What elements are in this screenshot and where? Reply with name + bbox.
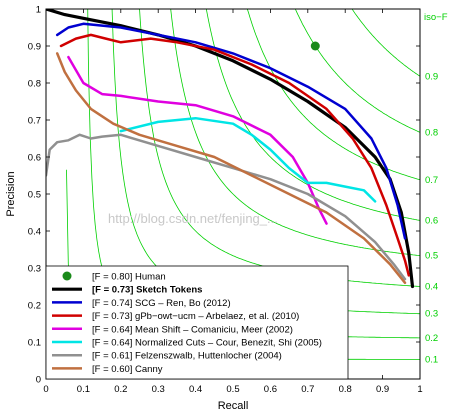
x-axis-label: Recall <box>218 400 249 412</box>
x-tick-label: 0.6 <box>264 384 277 395</box>
y-axis-label: Precision <box>5 171 17 216</box>
series-line <box>55 52 407 285</box>
y-tick-label: 0 <box>36 375 41 386</box>
iso-f-tick-label: 0.5 <box>425 251 438 262</box>
legend-human-label: [F = 0.80] Human <box>92 272 166 283</box>
series-line <box>55 22 407 240</box>
y-tick-label: 0.4 <box>28 227 41 238</box>
iso-f-title: iso−F <box>424 12 448 23</box>
x-tick-label: 0.1 <box>77 384 90 395</box>
watermark: http://blog.csdn.net/fenjing_... <box>108 211 278 226</box>
y-tick-label: 0.2 <box>28 301 41 312</box>
x-tick-label: 0.8 <box>339 384 352 395</box>
x-tick-label: 0.5 <box>226 384 239 395</box>
x-tick-label: 0.7 <box>301 384 314 395</box>
legend-box <box>45 265 349 380</box>
legend-label: [F = 0.64] Normalized Cuts – Cour, Benez… <box>92 338 322 349</box>
legend-human-marker <box>62 271 72 281</box>
series-line <box>119 116 377 203</box>
iso-f-tick-label: 0.9 <box>425 71 438 82</box>
x-tick-label: 0 <box>43 384 48 395</box>
y-tick-label: 0.7 <box>28 116 41 127</box>
y-tick-label: 0.5 <box>28 190 41 201</box>
human-point-layer <box>310 41 320 51</box>
y-tick-label: 1 <box>36 5 41 16</box>
iso-f-tick-label: 0.2 <box>425 333 438 344</box>
iso-f-tick-label: 0.7 <box>425 175 438 186</box>
iso-f-tick-label: 0.6 <box>425 215 438 226</box>
iso-f-tick-label: 0.8 <box>425 127 438 138</box>
series-lines <box>46 9 415 289</box>
legend-label: [F = 0.64] Mean Shift – Comaniciu, Meer … <box>92 324 293 335</box>
series-line <box>46 133 407 281</box>
y-tick-label: 0.3 <box>28 264 41 275</box>
legend-label: [F = 0.74] SCG – Ren, Bo (2012) <box>92 298 231 309</box>
y-tick-label: 0.1 <box>28 338 41 349</box>
iso-f-tick-labels: 0.1 0.2 0.3 0.4 0.5 0.6 0.7 0.8 0.9 <box>425 71 438 365</box>
legend: [F = 0.80] Human [F = 0.73] Sketch Tokens… <box>45 265 349 380</box>
x-tick-label: 0.2 <box>114 384 127 395</box>
legend-label: [F = 0.73] gPb−owt−ucm – Arbelaez, et al… <box>92 311 299 322</box>
iso-f-curve <box>294 9 420 133</box>
y-tick-label: 0.9 <box>28 42 41 53</box>
x-tick-label: 1 <box>417 384 422 395</box>
series-line <box>59 33 411 277</box>
legend-label: [F = 0.61] Felzenszwalb, Huttenlocher (2… <box>92 351 282 362</box>
x-tick-label: 0.9 <box>376 384 389 395</box>
human-point <box>310 41 320 51</box>
iso-f-curve <box>205 9 420 221</box>
y-tick-label: 0.8 <box>28 79 41 90</box>
iso-f-tick-label: 0.4 <box>425 282 438 293</box>
x-tick-label: 0.3 <box>152 384 165 395</box>
x-tick-label: 0.4 <box>189 384 202 395</box>
legend-label: [F = 0.73] Sketch Tokens <box>92 285 202 296</box>
iso-f-tick-label: 0.3 <box>425 309 438 320</box>
legend-label: [F = 0.60] Canny <box>92 364 163 375</box>
y-tick-label: 0.6 <box>28 153 41 164</box>
iso-f-curve <box>351 9 420 77</box>
series-line <box>67 55 328 225</box>
iso-f-tick-label: 0.1 <box>425 355 438 366</box>
